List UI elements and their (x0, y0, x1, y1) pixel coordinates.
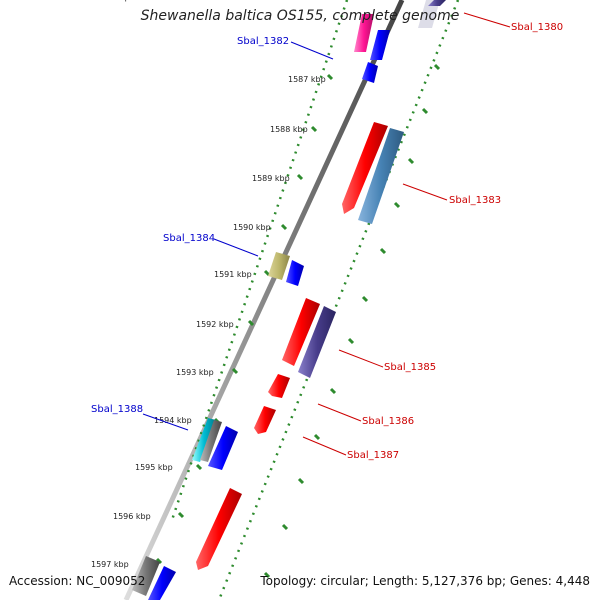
tick-label: 1594 kbp (154, 416, 192, 425)
tick-label: 1588 kbp (270, 125, 308, 134)
tick-label: 1591 kbp (214, 270, 252, 279)
tick-mark (421, 107, 429, 115)
gene-feature-sbal-1386[interactable] (268, 374, 290, 398)
gene-feature-sbal-1384[interactable] (268, 252, 290, 280)
gene-feature-gray-bottom[interactable] (132, 556, 160, 596)
tick-mark (280, 223, 288, 231)
tick-mark (326, 73, 334, 81)
gene-label-sbal-1383[interactable]: Sbal_1383 (449, 195, 501, 206)
gene-feature-blue-bottom[interactable] (148, 566, 176, 600)
gene-feature-blue[interactable] (370, 30, 390, 60)
tick-mark (263, 571, 271, 579)
gene-feature-gray-1388[interactable] (200, 420, 222, 462)
tick-mark (393, 201, 401, 209)
gene-labels: Sbal_1380 Sbal_1382 Sbal_1383 Sbal_1384 … (91, 22, 563, 461)
gene-feature-sbal-1383[interactable] (358, 128, 404, 224)
tick-mark (361, 295, 369, 303)
gene-features (132, 0, 446, 600)
gene-feature-blue-1388[interactable] (208, 426, 238, 470)
gene-feature-red-large[interactable] (342, 122, 388, 214)
gene-feature-top-light[interactable] (418, 0, 440, 28)
gene-feature-blue-small[interactable] (362, 62, 378, 83)
gene-feature-red-1385[interactable] (282, 298, 320, 366)
gene-feature-top-purple[interactable] (428, 0, 446, 6)
tick-label: 1589 kbp (252, 174, 290, 183)
gene-feature-sbal-1385[interactable] (298, 306, 336, 378)
tick-mark (155, 557, 163, 565)
tick-label: 1595 kbp (135, 463, 173, 472)
label-leaders (142, 12, 511, 456)
gene-label-sbal-1382[interactable]: Sbal_1382 (237, 36, 289, 47)
leader-sbal-1382 (290, 41, 334, 60)
leader-sbal-1387 (302, 436, 347, 456)
tick-label: 1587 kbp (288, 75, 326, 84)
tick-mark (407, 157, 415, 165)
tick-label: 1596 kbp (113, 512, 151, 521)
genome-summary-text: Topology: circular; Length: 5,127,376 bp… (260, 574, 590, 588)
leader-sbal-1384 (213, 238, 259, 257)
tick-mark (297, 477, 305, 485)
gene-label-sbal-1385[interactable]: Sbal_1385 (384, 362, 436, 373)
tick-mark (347, 337, 355, 345)
page-title: Shewanella baltica OS155, complete genom… (140, 8, 460, 24)
tick-mark (195, 463, 203, 471)
accession-text: Accession: NC_009052 (9, 574, 146, 588)
tick-label: 1593 kbp (176, 368, 214, 377)
tick-mark (281, 523, 289, 531)
gene-feature-pink[interactable] (354, 14, 374, 52)
tick-label: 1592 kbp (196, 320, 234, 329)
leader-sbal-1388 (142, 413, 189, 431)
gene-label-sbal-1380[interactable]: Sbal_1380 (511, 22, 563, 33)
right-dotted-track (217, 0, 460, 600)
leader-sbal-1383 (402, 183, 448, 201)
tick-mark (433, 63, 441, 71)
tick-mark (313, 433, 321, 441)
tick-mark (247, 319, 255, 327)
genome-backbone (123, 0, 405, 600)
tick-label: 1598 kbp (92, 0, 130, 2)
gene-label-sbal-1386[interactable]: Sbal_1386 (362, 416, 414, 427)
gene-feature-sbal-1387[interactable] (254, 406, 276, 434)
tick-mark (379, 247, 387, 255)
tick-mark (296, 173, 304, 181)
tick-label: 1590 kbp (233, 223, 271, 232)
tick-marks (155, 63, 441, 579)
tick-mark (231, 367, 239, 375)
tick-mark (310, 125, 318, 133)
gene-feature-red-lower[interactable] (196, 488, 242, 570)
tick-labels: 1587 kbp 1588 kbp 1589 kbp 1590 kbp 1591 kbp… (91, 0, 326, 569)
tick-mark (263, 269, 271, 277)
tick-mark (177, 511, 185, 519)
leader-sbal-1385 (338, 349, 384, 368)
gene-label-sbal-1388[interactable]: Sbal_1388 (91, 404, 143, 415)
tick-mark (329, 387, 337, 395)
gene-label-sbal-1387[interactable]: Sbal_1387 (347, 450, 399, 461)
tick-label: 1597 kbp (91, 560, 129, 569)
leader-sbal-1386 (317, 403, 362, 422)
left-dotted-track (170, 0, 349, 521)
gene-label-sbal-1384[interactable]: Sbal_1384 (163, 233, 215, 244)
leader-sbal-1380 (463, 12, 511, 28)
gene-feature-sbal-1388[interactable] (192, 418, 216, 462)
gene-feature-blue-1384b[interactable] (286, 260, 304, 286)
